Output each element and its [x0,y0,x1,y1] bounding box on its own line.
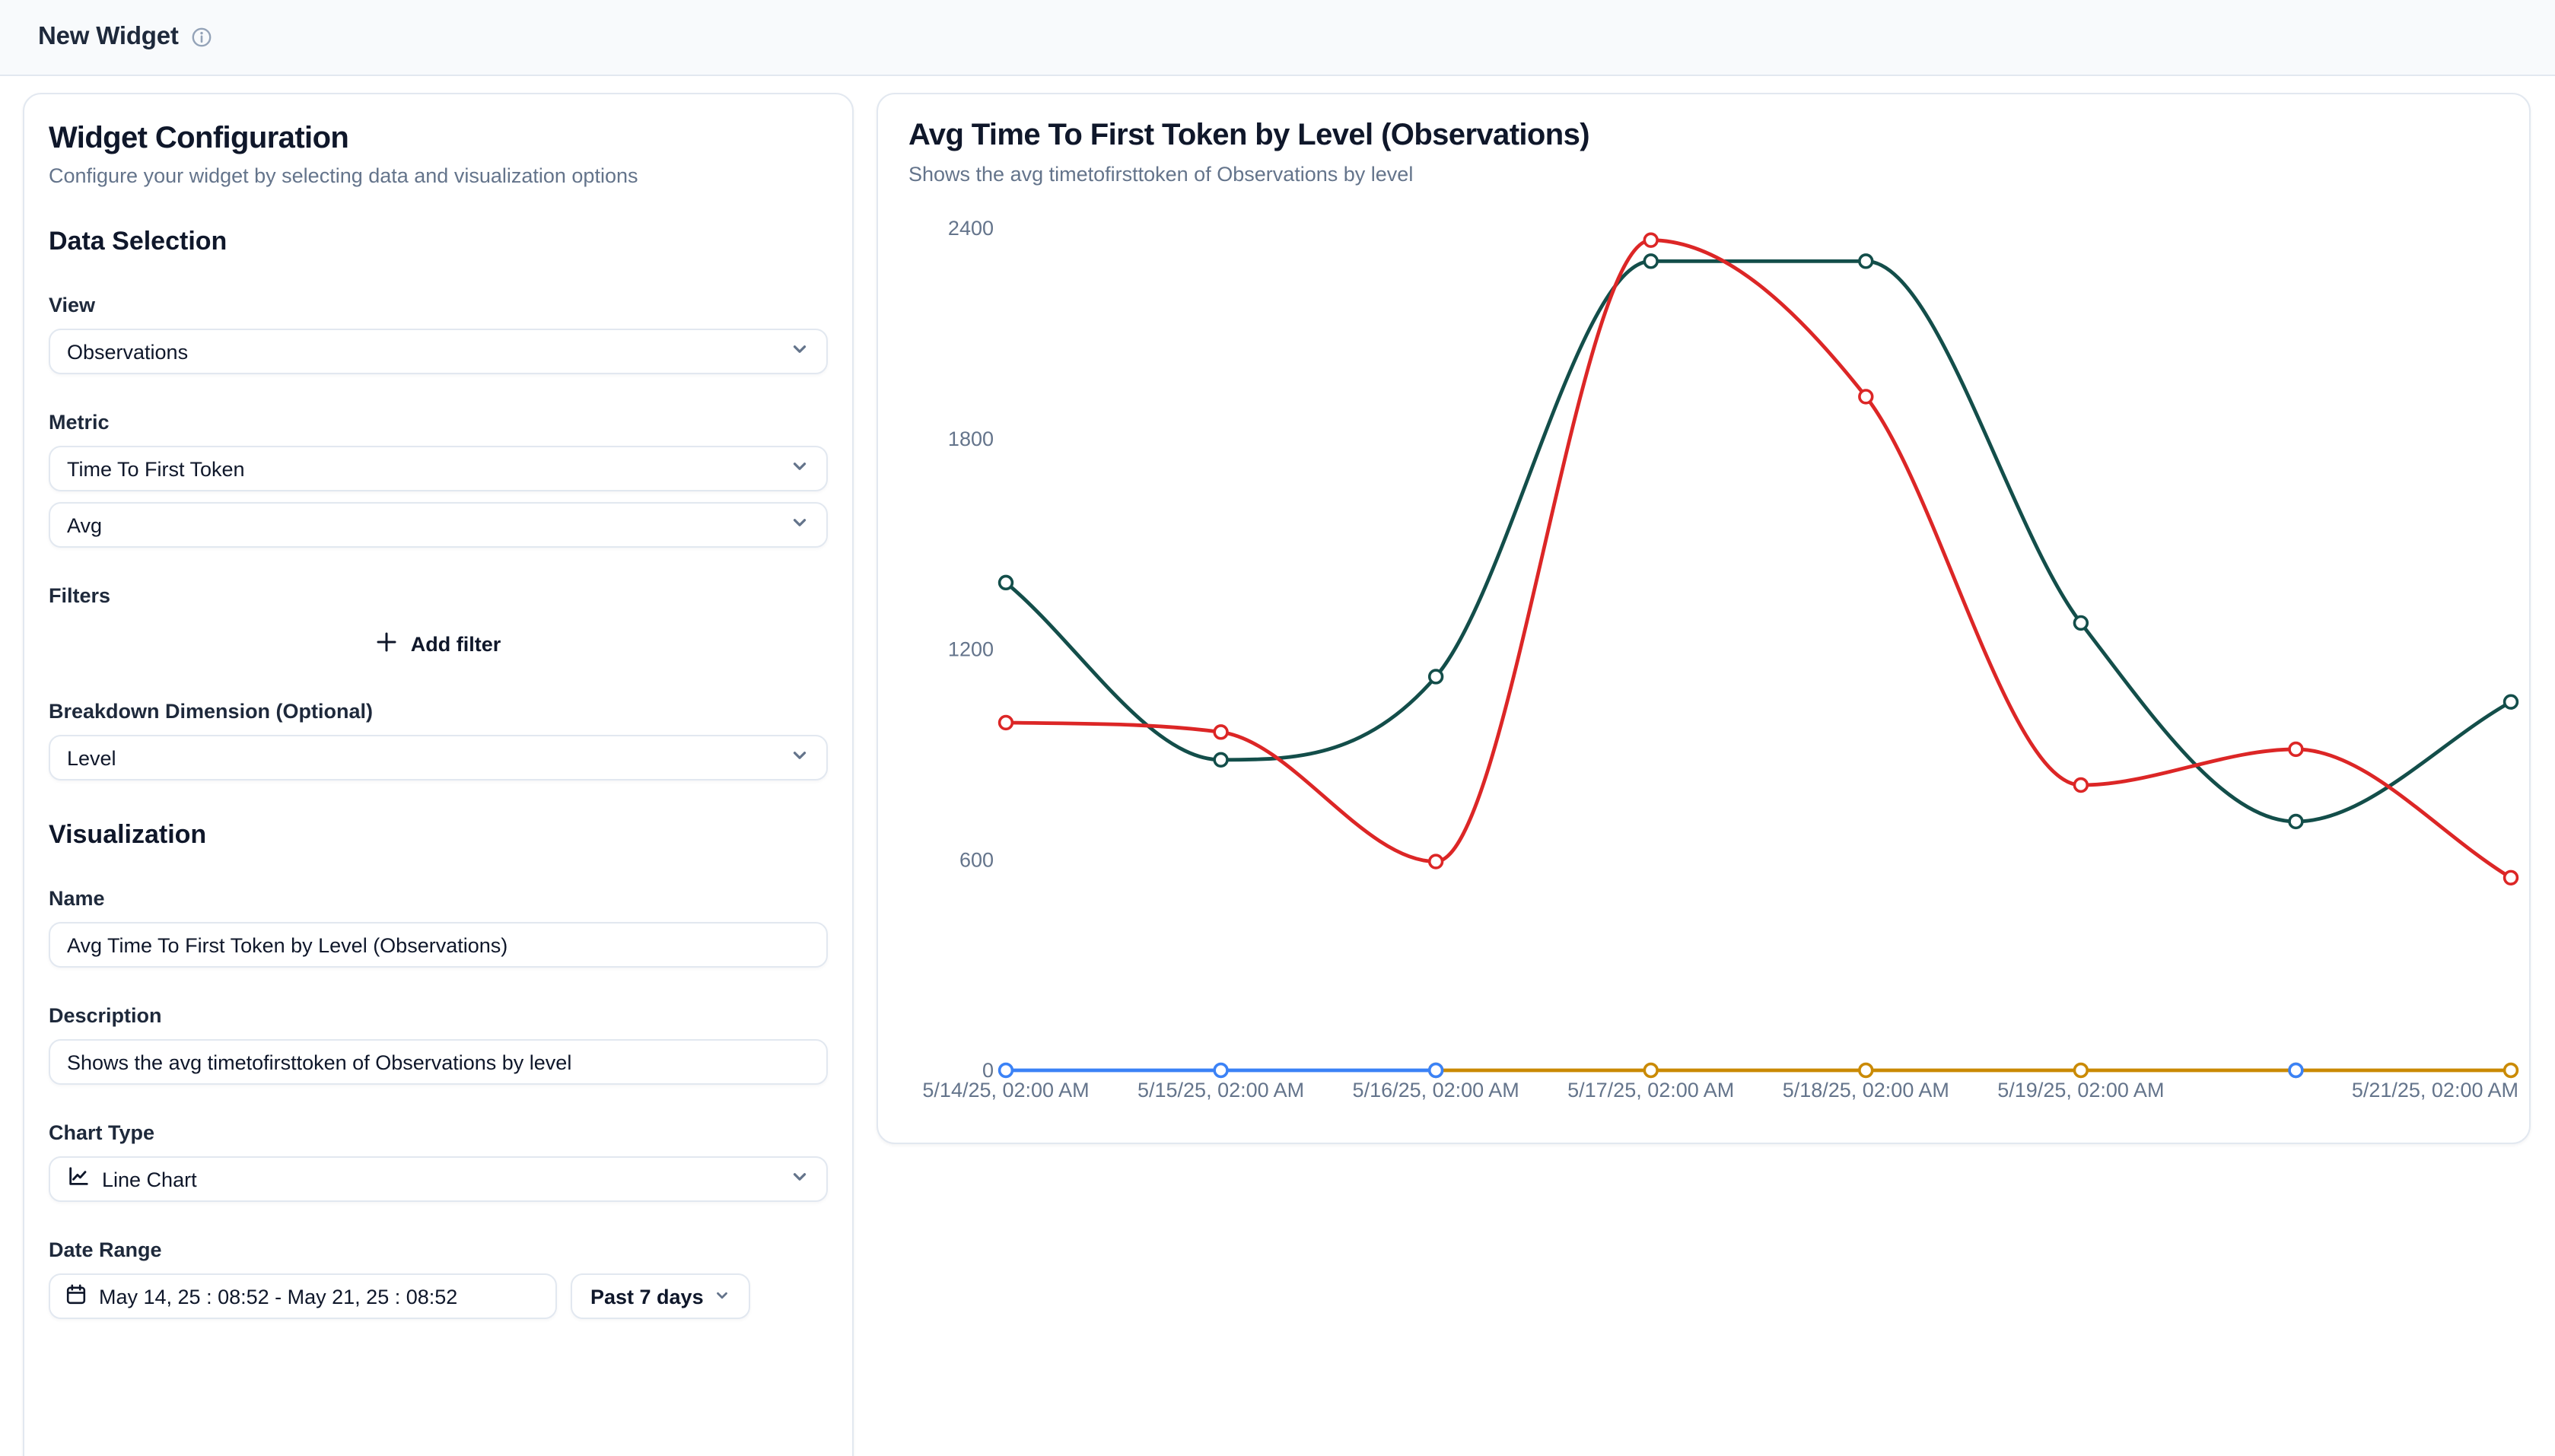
page-title: New Widget [38,23,179,50]
chart-point-series-red [1427,854,1444,869]
x-axis-tick-label: 5/19/25, 02:00 AM [1997,1079,2164,1102]
chart-point-series-teal [1643,253,1659,269]
chart-point-series-teal [2288,813,2304,830]
name-label: Name [49,887,105,910]
chart-point-zero-series-orange [2073,1062,2089,1079]
breakdown-dimension-select[interactable]: Level [49,735,828,780]
y-axis-tick-label: 1800 [948,428,994,450]
y-axis-tick-label: 1200 [948,638,994,661]
breakdown-dimension-value: Level [67,746,116,769]
chart-point-zero-series-blue [1213,1062,1229,1079]
add-filter-row: Add filter [49,625,828,663]
chart-subtitle: Shows the avg timetofirsttoken of Observ… [908,163,1414,186]
chart-point-zero-series-orange [2502,1062,2519,1079]
chart-type-label: Chart Type [49,1121,155,1144]
chevron-down-icon [790,339,810,364]
chart-point-series-teal [1427,669,1444,685]
date-range-button[interactable]: May 14, 25 : 08:52 - May 21, 25 : 08:52 [49,1273,557,1319]
chart-point-zero-series-blue [1427,1062,1444,1079]
y-axis-tick-label: 2400 [948,217,994,240]
main-content: Widget Configuration Configure your widg… [0,76,2555,1456]
x-axis-tick-label: 5/18/25, 02:00 AM [1783,1079,1949,1102]
line-chart-icon [67,1165,90,1193]
x-axis-tick-label: 5/17/25, 02:00 AM [1567,1079,1734,1102]
aggregation-select[interactable]: Avg [49,502,828,548]
chevron-down-icon [714,1285,731,1308]
info-icon[interactable] [192,27,212,47]
chevron-down-icon [790,513,810,537]
widget-description-input[interactable] [49,1039,828,1085]
aggregation-select-value: Avg [67,513,103,536]
chart-point-series-red [1858,389,1874,405]
metric-label: Metric [49,411,110,434]
y-axis-tick-label: 0 [982,1059,994,1082]
metric-select[interactable]: Time To First Token [49,446,828,491]
date-preset-value: Past 7 days [590,1285,704,1308]
filters-label: Filters [49,584,111,607]
plus-icon [376,631,397,657]
x-axis-tick-label: 5/14/25, 02:00 AM [922,1079,1089,1102]
chart-point-series-red [998,714,1014,731]
chart-point-zero-series-blue [998,1062,1014,1079]
chart-point-series-teal [998,574,1014,591]
chart-title: Avg Time To First Token by Level (Observ… [908,119,1590,152]
chart-point-series-red [2502,869,2519,885]
config-panel-subtitle: Configure your widget by selecting data … [49,164,638,187]
chart-point-series-teal [2502,694,2519,710]
widget-name-input[interactable] [49,922,828,968]
chart-point-series-red [2288,741,2304,758]
chart-type-select[interactable]: Line Chart [49,1156,828,1202]
date-range-row: May 14, 25 : 08:52 - May 21, 25 : 08:52 … [49,1273,828,1319]
y-axis-tick-label: 600 [959,848,994,871]
chart-type-value: Line Chart [102,1168,197,1191]
add-filter-button[interactable]: Add filter [364,625,514,663]
description-label: Description [49,1004,162,1027]
add-filter-label: Add filter [410,633,501,656]
chart-line-series-teal [1004,259,2513,824]
x-axis-tick-label: 5/16/25, 02:00 AM [1353,1079,1519,1102]
date-range-value: May 14, 25 : 08:52 - May 21, 25 : 08:52 [99,1285,458,1308]
data-selection-heading: Data Selection [49,227,228,256]
date-preset-button[interactable]: Past 7 days [571,1273,751,1319]
chart-point-series-red [1213,724,1229,740]
metric-select-value: Time To First Token [67,457,245,480]
chart-point-series-teal [2073,615,2089,631]
view-select-value: Observations [67,340,189,363]
chart-point-series-red [2073,777,2089,793]
visualization-heading: Visualization [49,820,207,849]
chart-point-zero-series-orange [1643,1062,1659,1079]
view-select[interactable]: Observations [49,329,828,374]
chart-point-series-red [1643,232,1659,248]
chart-point-zero-series-orange [1858,1062,1874,1079]
chart-point-zero-series-blue [2288,1062,2304,1079]
chevron-down-icon [790,1167,810,1191]
view-label: View [49,294,96,316]
config-panel-title: Widget Configuration [49,122,349,155]
widget-configuration-panel: Widget Configuration Configure your widg… [23,93,854,1456]
breakdown-dimension-label: Breakdown Dimension (Optional) [49,700,374,723]
line-chart: 0 600 1200 1800 2400 5/14/25, 02:00 AM 5/15/25… [922,217,2519,1102]
date-range-label: Date Range [49,1238,162,1261]
chevron-down-icon [790,456,810,481]
chart-point-series-teal [1858,253,1874,269]
x-axis-tick-label: 5/15/25, 02:00 AM [1138,1079,1304,1102]
x-axis-tick-label: 5/21/25, 02:00 AM [2352,1079,2518,1102]
chart-preview-panel: Avg Time To First Token by Level (Observ… [877,93,2531,1144]
chevron-down-icon [790,745,810,770]
chart-line-series-red [1004,238,2513,880]
chart-point-series-teal [1213,752,1229,768]
calendar-icon [65,1283,87,1309]
top-bar: New Widget [0,0,2555,76]
